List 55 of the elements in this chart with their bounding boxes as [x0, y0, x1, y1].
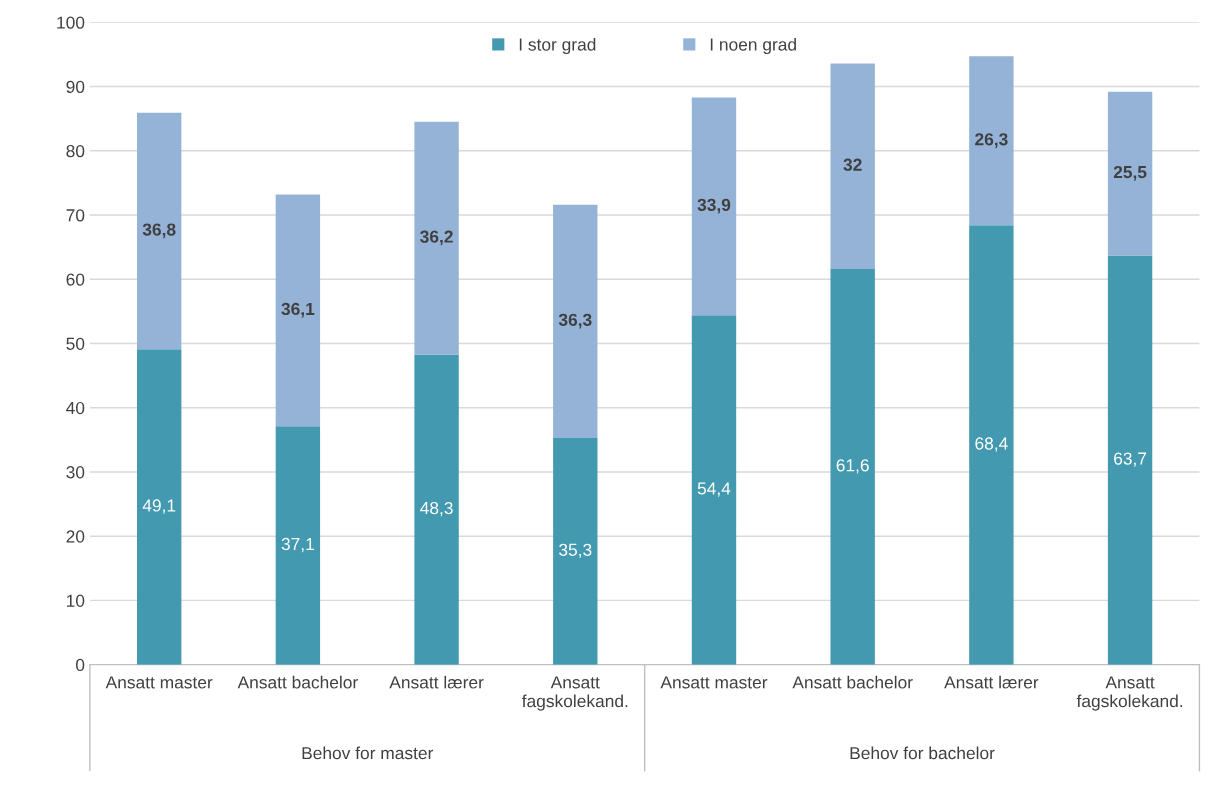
legend-label: I noen grad — [710, 37, 796, 55]
data-label: 35,3 — [559, 543, 592, 558]
y-tick-label: 30 — [66, 466, 85, 479]
data-label: 49,1 — [142, 499, 176, 514]
bar — [275, 194, 321, 427]
x-tick-label: Ansatt lærer — [389, 675, 484, 689]
y-tick-label: 0 — [76, 658, 85, 672]
data-label: 25,5 — [1113, 165, 1147, 181]
bar — [969, 56, 1014, 226]
data-label: 48,3 — [420, 501, 453, 517]
x-tick-label: Ansatt master — [105, 676, 213, 689]
data-label: 63,7 — [1114, 452, 1147, 467]
data-label: 36,3 — [558, 313, 592, 329]
text: Behov for bachelor — [850, 746, 995, 760]
x-tick-label: Ansatt lærer — [944, 675, 1039, 689]
x-tick-label: Ansatt master — [660, 676, 768, 689]
bar — [969, 225, 1014, 665]
data-label: 37,1 — [281, 537, 314, 553]
bar — [691, 97, 737, 316]
bar — [1107, 91, 1153, 256]
bar — [414, 354, 459, 665]
data-label: 32 — [843, 158, 862, 171]
bar — [136, 112, 182, 350]
x-tick-label: Ansatt fagskolekand. — [521, 676, 628, 711]
bar — [691, 315, 737, 665]
y-tick-label: 20 — [66, 530, 85, 543]
y-tick-label: 60 — [66, 273, 85, 286]
bar — [830, 268, 875, 665]
y-tick-label: 80 — [66, 144, 85, 158]
data-label: 36,8 — [142, 223, 176, 239]
bar — [830, 63, 875, 269]
x-tick-label: Ansatt fagskolekand. — [1076, 676, 1183, 711]
y-tick-label: 50 — [66, 337, 85, 350]
bar — [553, 437, 598, 665]
y-tick-label: 10 — [66, 594, 85, 607]
x-tick-label: Ansatt bachelor — [792, 675, 913, 689]
y-tick-label: 100 — [57, 16, 85, 29]
y-tick-label: 90 — [66, 80, 85, 93]
bar — [136, 349, 182, 665]
x-tick-label: Ansatt bachelor — [237, 675, 358, 689]
data-label: 36,1 — [281, 302, 315, 318]
data-label: 36,2 — [420, 230, 453, 246]
data-label: 26,3 — [975, 133, 1008, 148]
data-label: 61,6 — [836, 459, 869, 474]
bar — [275, 426, 321, 665]
bar — [414, 121, 459, 355]
legend-label: I stor grad — [519, 37, 596, 55]
text: Behov for master — [302, 746, 434, 760]
y-tick-label: 40 — [66, 401, 85, 415]
data-label: 68,4 — [975, 437, 1008, 452]
data-label: 33,9 — [697, 198, 731, 214]
data-label: 54,4 — [697, 482, 731, 497]
y-tick-label: 70 — [66, 209, 85, 222]
bar — [1107, 255, 1153, 665]
bar — [553, 204, 598, 438]
